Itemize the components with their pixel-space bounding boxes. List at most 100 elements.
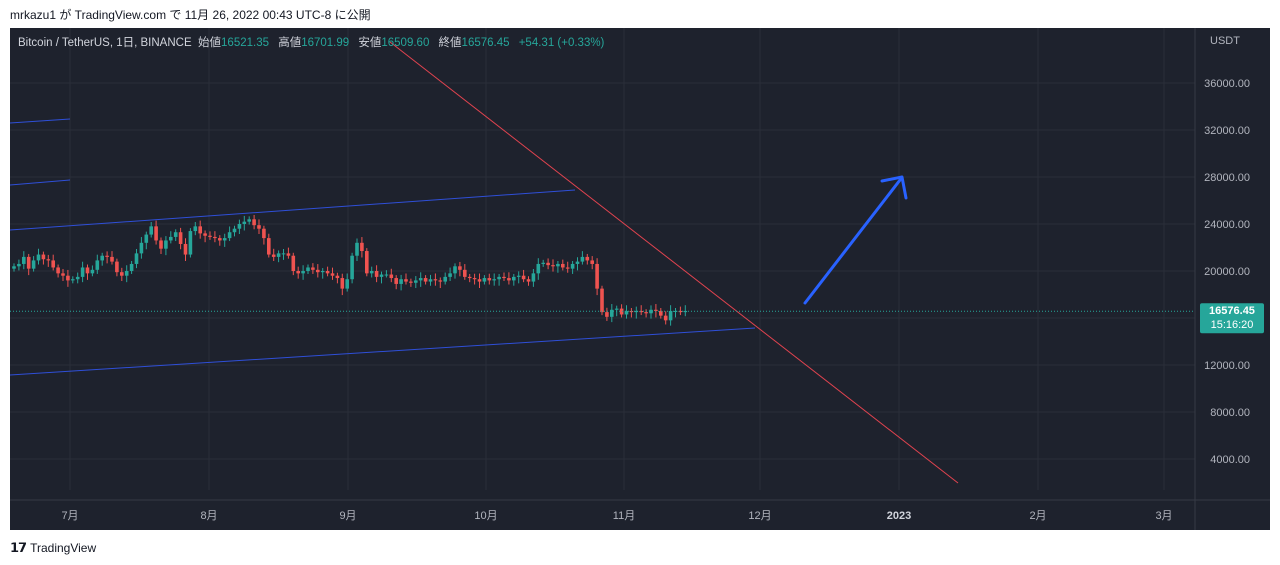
low-label: 安値 (358, 37, 382, 49)
candle-body (428, 279, 433, 282)
candle-body (71, 279, 75, 281)
candle-body (301, 271, 305, 274)
high-value: 16701.99 (301, 37, 350, 49)
candle-body (203, 233, 207, 236)
candle-body (531, 273, 536, 282)
time-tick-label: 8月 (200, 510, 217, 522)
ohlc-legend: Bitcoin / TetherUS, 1日, BINANCE 始値16521.… (18, 34, 610, 50)
candle-body (17, 263, 21, 267)
candle-body (120, 272, 124, 276)
candle-body (546, 262, 550, 266)
candle-body (90, 269, 95, 274)
candle-body (379, 274, 384, 277)
last-price-badge (1200, 303, 1264, 334)
candle-body (281, 253, 286, 255)
countdown-label: 15:16:20 (1211, 319, 1254, 331)
candle-body (208, 235, 212, 237)
open-label: 始値 (198, 37, 222, 49)
candle-body (659, 310, 663, 316)
candle-body (355, 242, 359, 256)
candle-body (154, 226, 158, 241)
candle-body (360, 242, 364, 252)
candle-body (365, 251, 369, 274)
axes: 36000.00 32000.00 28000.00 24000.00 20000.00… (10, 28, 1270, 530)
candle-body (61, 273, 65, 276)
candle-body (433, 279, 438, 281)
candle-body (374, 271, 379, 277)
channel-lines (10, 118, 756, 376)
candle-body (247, 219, 251, 222)
candlestick-chart[interactable]: 36000.00 32000.00 28000.00 24000.00 20000.00… (10, 28, 1270, 530)
candle-body (291, 255, 296, 271)
candle-body (639, 310, 643, 313)
candle-body (487, 278, 492, 281)
candle-body (36, 254, 41, 261)
candle-body (678, 310, 683, 313)
candle-body (198, 226, 202, 234)
channel-line (10, 118, 71, 124)
candle-body (521, 275, 526, 280)
candles (12, 214, 688, 326)
brand-label: TradingView (30, 541, 97, 555)
open-value: 16521.35 (221, 37, 269, 49)
candle-body (458, 266, 462, 270)
price-tick-label: 28000.00 (1204, 172, 1250, 184)
candle-body (438, 280, 443, 282)
candle-body (213, 236, 217, 239)
price-tick-label: 12000.00 (1204, 360, 1250, 372)
price-tick-label: 36000.00 (1204, 78, 1250, 90)
close-label: 終値 (438, 37, 462, 49)
tradingview-footer[interactable]: 𝟭𝟳 TradingView (10, 540, 96, 556)
candle-body (271, 254, 276, 257)
candle-body (644, 312, 648, 314)
candle-body (585, 256, 590, 261)
candle-body (252, 219, 256, 226)
candle-body (134, 253, 139, 264)
candle-body (512, 276, 516, 281)
price-tick-label: 24000.00 (1204, 219, 1250, 231)
time-tick-label: 3月 (1155, 510, 1172, 522)
candle-body (399, 279, 403, 284)
candle-body (414, 280, 418, 283)
candle-body (507, 278, 511, 281)
candle-body (95, 260, 100, 270)
candle-body (56, 267, 60, 274)
candle-body (100, 255, 104, 261)
candle-body (129, 263, 134, 271)
candle-body (31, 260, 36, 269)
target-arrow-head (880, 175, 908, 200)
time-tick-label: 10月 (474, 510, 497, 522)
candle-body (453, 266, 457, 274)
candle-body (75, 276, 80, 280)
low-value: 16509.60 (381, 37, 430, 49)
candle-body (66, 275, 70, 281)
resistance-trendline (389, 41, 959, 484)
candle-body (227, 232, 232, 239)
candle-body (262, 228, 266, 239)
candle-body (649, 309, 653, 314)
candle-body (384, 274, 389, 276)
chart-panel[interactable]: 36000.00 32000.00 28000.00 24000.00 20000.00… (10, 28, 1270, 530)
channel-line-lower (10, 327, 756, 376)
candle-body (46, 259, 51, 261)
candle-body (673, 310, 678, 312)
symbol-label: Bitcoin / TetherUS, 1日, BINANCE (18, 37, 192, 49)
trend-drawings (10, 41, 1195, 484)
candle-body (26, 256, 31, 269)
candle-body (561, 263, 565, 268)
time-tick-label: 9月 (339, 510, 356, 522)
candle-body (105, 255, 109, 257)
candle-body (389, 274, 394, 279)
channel-line-upper (10, 189, 576, 231)
candle-body (634, 310, 639, 313)
candle-body (448, 273, 452, 277)
channel-line (10, 179, 71, 186)
candle-body (541, 262, 545, 264)
close-value: 16576.45 (461, 37, 510, 49)
candle-body (110, 256, 114, 262)
price-tick-label: 32000.00 (1204, 125, 1250, 137)
candle-body (482, 278, 487, 282)
candle-body (335, 275, 340, 279)
candle-body (164, 240, 168, 249)
candle-body (580, 256, 585, 262)
